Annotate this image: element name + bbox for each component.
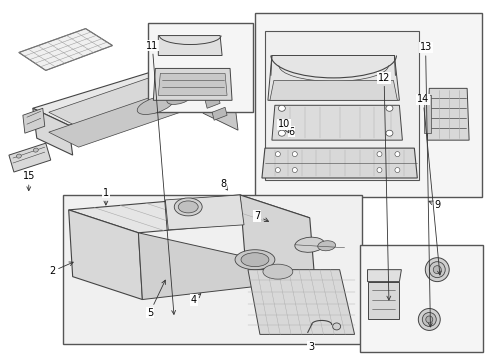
- Polygon shape: [158, 36, 222, 55]
- Polygon shape: [268, 55, 399, 100]
- Ellipse shape: [235, 250, 275, 270]
- Ellipse shape: [377, 167, 382, 172]
- Ellipse shape: [275, 152, 280, 157]
- Ellipse shape: [395, 167, 400, 172]
- Text: 5: 5: [147, 280, 166, 318]
- Polygon shape: [427, 88, 469, 140]
- Text: 9: 9: [429, 200, 441, 210]
- Ellipse shape: [174, 198, 202, 216]
- Polygon shape: [272, 105, 402, 140]
- Polygon shape: [33, 108, 73, 155]
- Ellipse shape: [275, 167, 280, 172]
- Polygon shape: [212, 107, 227, 120]
- Ellipse shape: [293, 167, 297, 172]
- Polygon shape: [424, 95, 431, 133]
- Text: 14: 14: [417, 94, 441, 275]
- Polygon shape: [195, 58, 235, 105]
- Polygon shape: [270, 80, 397, 100]
- Polygon shape: [138, 233, 315, 300]
- Polygon shape: [240, 195, 315, 280]
- Polygon shape: [33, 58, 230, 125]
- Text: 2: 2: [49, 262, 73, 276]
- Ellipse shape: [425, 258, 449, 282]
- Text: 10: 10: [278, 120, 290, 133]
- Text: 13: 13: [419, 42, 432, 327]
- Ellipse shape: [426, 316, 433, 323]
- Ellipse shape: [137, 96, 173, 114]
- Bar: [360, 245, 483, 352]
- Polygon shape: [49, 85, 215, 147]
- Ellipse shape: [395, 152, 400, 157]
- Polygon shape: [165, 195, 244, 230]
- Ellipse shape: [33, 148, 38, 152]
- Polygon shape: [200, 88, 238, 130]
- Text: 8: 8: [220, 179, 227, 190]
- Polygon shape: [368, 282, 399, 319]
- Polygon shape: [49, 66, 215, 127]
- Text: 1: 1: [103, 188, 109, 205]
- Polygon shape: [368, 270, 401, 282]
- Ellipse shape: [418, 309, 440, 330]
- Ellipse shape: [263, 264, 293, 279]
- Ellipse shape: [167, 90, 194, 104]
- Polygon shape: [158, 73, 227, 95]
- Polygon shape: [19, 28, 113, 71]
- Ellipse shape: [295, 237, 325, 252]
- Ellipse shape: [278, 130, 285, 136]
- Ellipse shape: [386, 105, 393, 111]
- Ellipse shape: [422, 312, 436, 327]
- Text: 11: 11: [146, 41, 175, 314]
- Ellipse shape: [433, 266, 441, 274]
- Ellipse shape: [333, 323, 341, 330]
- Polygon shape: [9, 143, 51, 172]
- Text: 15: 15: [23, 171, 35, 191]
- Ellipse shape: [17, 154, 22, 158]
- Bar: [148, 23, 253, 112]
- Ellipse shape: [377, 152, 382, 157]
- Polygon shape: [69, 195, 310, 233]
- Polygon shape: [262, 148, 417, 178]
- Text: 12: 12: [378, 73, 391, 300]
- Text: 7: 7: [254, 211, 269, 221]
- Ellipse shape: [318, 241, 336, 251]
- Ellipse shape: [241, 253, 269, 267]
- Ellipse shape: [178, 201, 198, 213]
- Text: 6: 6: [288, 127, 294, 136]
- Polygon shape: [205, 95, 220, 108]
- Polygon shape: [248, 270, 355, 334]
- Polygon shape: [69, 210, 143, 300]
- Text: 3: 3: [308, 342, 314, 352]
- Bar: [265, 31, 419, 180]
- Polygon shape: [153, 68, 232, 100]
- Polygon shape: [23, 108, 45, 133]
- Bar: [63, 195, 362, 345]
- Ellipse shape: [293, 152, 297, 157]
- Ellipse shape: [278, 105, 285, 111]
- Bar: [255, 13, 482, 197]
- Text: 4: 4: [191, 294, 201, 305]
- Ellipse shape: [386, 130, 393, 136]
- Ellipse shape: [429, 262, 445, 278]
